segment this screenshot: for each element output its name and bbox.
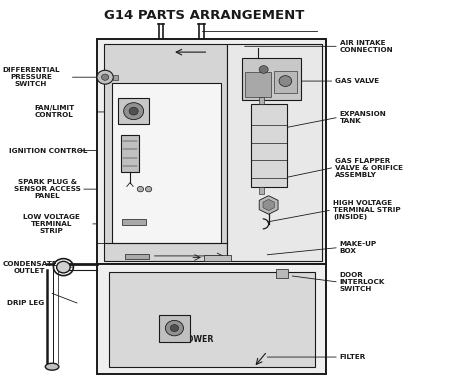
Circle shape xyxy=(165,320,183,336)
Text: DIFFERENTIAL
PRESSURE
SWITCH: DIFFERENTIAL PRESSURE SWITCH xyxy=(2,67,60,87)
Circle shape xyxy=(97,70,113,84)
Text: IGNITION CONTROL: IGNITION CONTROL xyxy=(9,147,87,154)
Text: CONDENSATE
OUTLET: CONDENSATE OUTLET xyxy=(2,261,57,274)
Circle shape xyxy=(259,66,268,73)
Bar xyxy=(226,44,322,261)
Text: HIGH VOLTAGE
TERMINAL STRIP
(INSIDE): HIGH VOLTAGE TERMINAL STRIP (INSIDE) xyxy=(333,200,400,220)
Bar xyxy=(245,72,271,97)
Bar xyxy=(242,58,301,100)
Circle shape xyxy=(101,74,109,80)
Bar xyxy=(113,75,118,80)
Text: EXPANSION
TANK: EXPANSION TANK xyxy=(340,111,386,124)
Bar xyxy=(276,269,288,278)
Text: LOW VOLTAGE
TERMINAL
STRIP: LOW VOLTAGE TERMINAL STRIP xyxy=(23,214,80,234)
Polygon shape xyxy=(259,196,278,214)
Text: BLOWER: BLOWER xyxy=(176,335,213,344)
Bar xyxy=(112,83,221,243)
Text: FAN/LIMIT
CONTROL: FAN/LIMIT CONTROL xyxy=(34,105,74,119)
Text: GAS VALVE: GAS VALVE xyxy=(335,78,379,84)
Circle shape xyxy=(279,76,292,86)
Circle shape xyxy=(137,186,144,192)
Bar xyxy=(125,254,149,259)
Text: FILTER: FILTER xyxy=(340,354,366,360)
Circle shape xyxy=(129,107,138,115)
Text: GAS FLAPPER
VALVE & ORIFICE
ASSEMBLY: GAS FLAPPER VALVE & ORIFICE ASSEMBLY xyxy=(335,158,403,178)
Bar xyxy=(259,97,264,104)
Bar xyxy=(109,272,315,367)
Bar xyxy=(97,264,326,374)
Text: G14 PARTS ARRANGEMENT: G14 PARTS ARRANGEMENT xyxy=(104,9,304,22)
Bar xyxy=(121,135,139,172)
Text: DRIP LEG: DRIP LEG xyxy=(7,300,44,306)
Bar xyxy=(97,39,326,264)
Text: DOOR
INTERLOCK
SWITCH: DOOR INTERLOCK SWITCH xyxy=(340,272,385,292)
Bar xyxy=(118,98,149,124)
Text: MAKE-UP
BOX: MAKE-UP BOX xyxy=(340,241,377,254)
Bar xyxy=(274,71,297,93)
Bar xyxy=(204,255,231,261)
Circle shape xyxy=(57,261,70,273)
Bar xyxy=(251,104,287,187)
Circle shape xyxy=(124,103,144,120)
Ellipse shape xyxy=(45,363,59,370)
Bar xyxy=(159,315,190,342)
Circle shape xyxy=(145,186,152,192)
Text: AIR INTAKE
CONNECTION: AIR INTAKE CONNECTION xyxy=(340,40,393,53)
Bar xyxy=(122,219,146,225)
Bar xyxy=(259,187,264,194)
Text: SPARK PLUG &
SENSOR ACCESS
PANEL: SPARK PLUG & SENSOR ACCESS PANEL xyxy=(14,179,81,199)
Circle shape xyxy=(170,325,178,332)
Polygon shape xyxy=(263,200,274,210)
Bar xyxy=(104,44,226,261)
